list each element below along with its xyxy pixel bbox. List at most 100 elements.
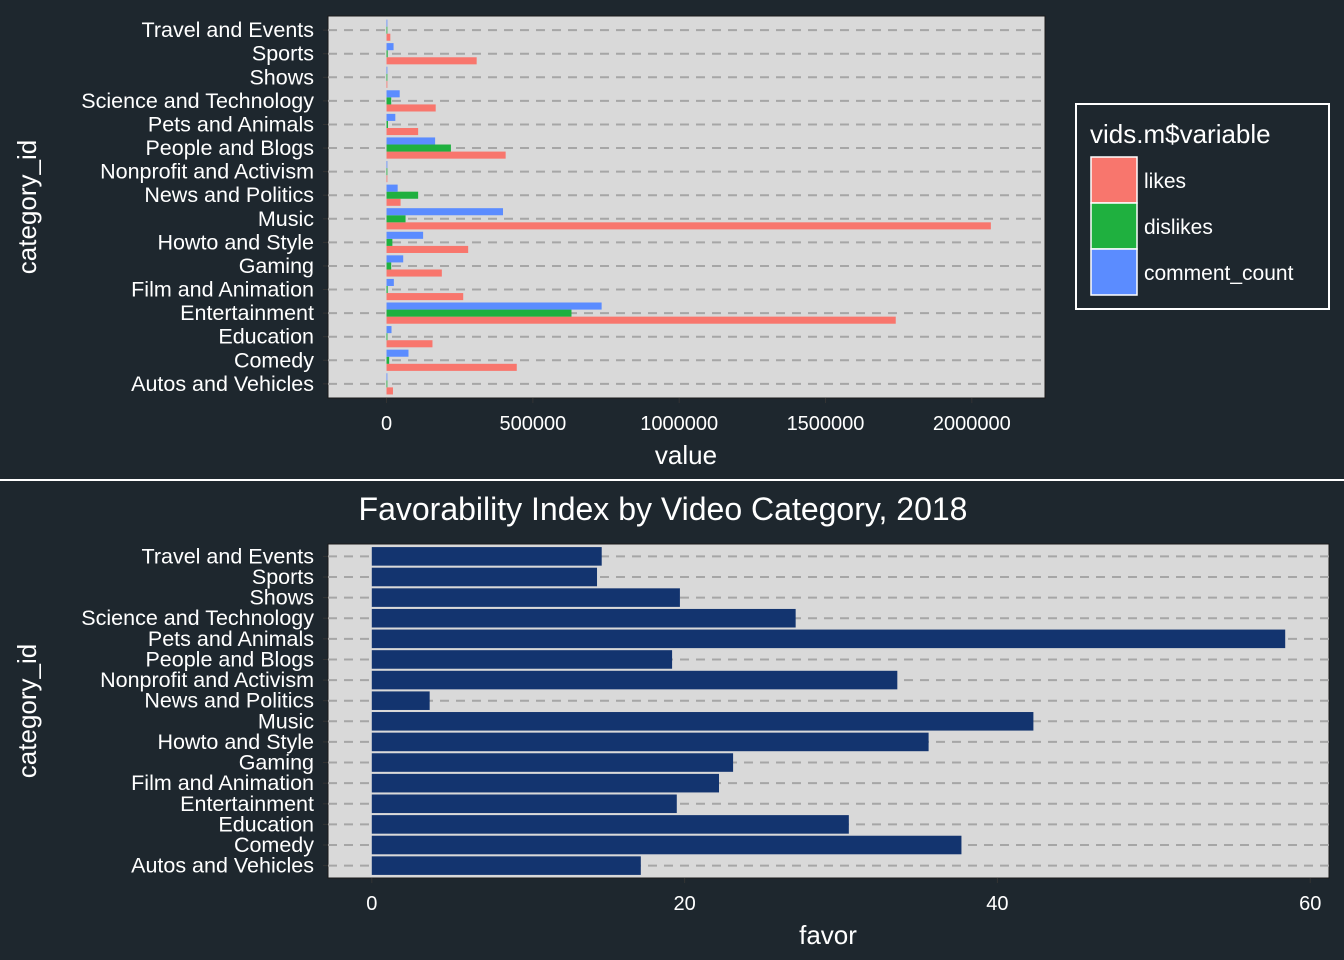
chart-1-x-tick-label: 500000 — [499, 413, 566, 435]
chart-1-y-tick-label-sports: Sports — [252, 42, 314, 66]
chart-2-y-tick-label-news-and-politics: News and Politics — [144, 689, 314, 713]
chart-1-y-tick-label-film-and-animation: Film and Animation — [131, 278, 314, 302]
chart-1-bar-likes-pets-and-animals — [386, 128, 419, 136]
chart-1-bar-comment-count-science-and-technology — [386, 90, 400, 98]
chart-1-bar-comment-count-travel-and-events — [386, 19, 388, 27]
chart-2-y-axis-label: category_id — [12, 644, 42, 778]
chart-1-bar-likes-nonprofit-and-activism — [386, 175, 388, 183]
chart-1-legend: vids.m$variable likes dislikes comment_c… — [1075, 103, 1330, 310]
chart-1-bar-dislikes-science-and-technology — [386, 97, 392, 105]
chart-2-bar-comedy — [371, 835, 962, 855]
chart-2-title: Favorability Index by Video Category, 20… — [359, 491, 968, 527]
chart-1-x-tick-label: 1500000 — [787, 413, 865, 435]
chart-1-y-tick-label-news-and-politics: News and Politics — [144, 183, 314, 207]
chart-1-bar-dislikes-nonprofit-and-activism — [386, 168, 388, 176]
chart-2-y-tick-label-shows: Shows — [249, 586, 314, 610]
chart-2-bar-entertainment — [371, 794, 677, 814]
chart-1-bar-likes-news-and-politics — [386, 198, 401, 206]
legend-key-dislikes — [1090, 202, 1138, 250]
chart-2-bar-people-and-blogs — [371, 650, 673, 669]
legend-box — [1075, 103, 1330, 310]
chart-1-bar-dislikes-people-and-blogs — [386, 144, 451, 152]
chart-1-bar-dislikes-travel-and-events — [386, 26, 388, 34]
chart-2-bar-music — [371, 712, 1034, 731]
chart-2-bar-news-and-politics — [371, 691, 430, 710]
chart-2-y-tick-label-gaming: Gaming — [239, 751, 314, 775]
chart-1-bar-dislikes-autos-and-vehicles — [386, 380, 388, 388]
chart-1-bar-likes-travel-and-events — [386, 33, 391, 41]
chart-2-x-tick-label: 20 — [673, 893, 695, 915]
chart-2-y-tick-label-people-and-blogs: People and Blogs — [145, 647, 314, 671]
chart-1-bar-comment-count-pets-and-animals — [386, 113, 396, 121]
chart-1-bar-dislikes-film-and-animation — [386, 285, 388, 294]
chart-2-bar-travel-and-events — [371, 547, 602, 566]
legend-label-comment-count: comment_count — [1144, 262, 1294, 285]
chart-1-bar-comment-count-comedy — [386, 349, 409, 357]
chart-1-x-axis-label: value — [655, 440, 717, 470]
chart-1-bars — [386, 19, 991, 395]
chart-1-y-tick-label-shows: Shows — [249, 65, 314, 89]
chart-2-bars — [371, 547, 1286, 875]
chart-2-bar-sports — [371, 567, 598, 587]
legend-label-likes: likes — [1144, 170, 1186, 193]
chart-2-y-tick-label-comedy: Comedy — [234, 833, 314, 857]
chart-1-bar-likes-comedy — [386, 363, 517, 371]
chart-2-y-tick-label-film-and-animation: Film and Animation — [131, 771, 314, 795]
chart-1-bar-dislikes-sports — [386, 50, 388, 58]
chart-1-bar-dislikes-education — [386, 333, 388, 341]
chart-1-bar-likes-science-and-technology — [386, 104, 436, 112]
chart-1-y-tick-label-science-and-technology: Science and Technology — [81, 89, 314, 113]
chart-1-bar-likes-entertainment — [386, 316, 896, 324]
chart-2-y-tick-label-nonprofit-and-activism: Nonprofit and Activism — [100, 668, 314, 692]
chart-1-y-tick-label-autos-and-vehicles: Autos and Vehicles — [131, 372, 314, 396]
chart-1-bar-comment-count-howto-and-style — [386, 231, 424, 239]
chart-1-bar-comment-count-film-and-animation — [386, 278, 394, 286]
chart-2-x-tick-label: 60 — [1299, 893, 1321, 915]
chart-1-y-tick-label-gaming: Gaming — [239, 254, 314, 278]
chart-1-bar-likes-film-and-animation — [386, 293, 464, 301]
chart-1-bar-comment-count-autos-and-vehicles — [386, 373, 388, 381]
chart-1: Autos and VehiclesComedyEducationEnterta… — [12, 15, 1330, 470]
chart-2-bar-autos-and-vehicles — [371, 856, 641, 875]
chart-1-bar-dislikes-howto-and-style — [386, 238, 393, 246]
chart-1-y-tick-label-howto-and-style: Howto and Style — [157, 230, 314, 254]
legend-key-comment-count — [1090, 248, 1138, 296]
chart-1-y-tick-label-music: Music — [258, 207, 314, 231]
chart-1-x-tick-label: 2000000 — [933, 413, 1011, 435]
chart-1-y-tick-label-nonprofit-and-activism: Nonprofit and Activism — [100, 160, 314, 184]
chart-1-x-tick-label: 1000000 — [640, 413, 718, 435]
chart-2-y-tick-label-autos-and-vehicles: Autos and Vehicles — [131, 854, 314, 878]
chart-2-y-tick-label-howto-and-style: Howto and Style — [157, 730, 314, 754]
chart-2-y-tick-label-music: Music — [258, 709, 314, 733]
chart-1-y-tick-label-travel-and-events: Travel and Events — [142, 18, 314, 42]
chart-1-bar-likes-shows — [386, 80, 388, 88]
chart-1-bar-comment-count-nonprofit-and-activism — [386, 161, 388, 169]
chart-1-y-tick-label-education: Education — [218, 325, 314, 349]
chart-2-x-tick-labels: 0 20 40 60 — [366, 878, 1321, 915]
chart-2-bar-howto-and-style — [371, 732, 929, 752]
chart-2-y-tick-label-science-and-technology: Science and Technology — [81, 606, 314, 630]
chart-1-bar-comment-count-music — [386, 208, 504, 216]
chart-2-x-tick-label: 40 — [986, 893, 1008, 915]
chart-2-y-tick-label-education: Education — [218, 812, 314, 836]
chart-1-bar-dislikes-music — [386, 215, 406, 223]
chart-2-y-tick-label-travel-and-events: Travel and Events — [142, 544, 314, 568]
chart-1-y-axis-label: category_id — [12, 140, 42, 274]
chart-1-bar-comment-count-sports — [386, 43, 394, 51]
chart-2-y-tick-labels: Autos and VehiclesComedyEducationEnterta… — [81, 544, 328, 878]
chart-1-bar-likes-autos-and-vehicles — [386, 387, 393, 395]
chart-1-bar-comment-count-shows — [386, 66, 388, 74]
legend-label-dislikes: dislikes — [1144, 216, 1213, 239]
chart-2-bar-shows — [371, 588, 680, 607]
chart-1-y-tick-label-people-and-blogs: People and Blogs — [145, 136, 314, 160]
chart-1-bar-comment-count-people-and-blogs — [386, 137, 436, 145]
legend-key-likes — [1090, 156, 1138, 204]
chart-1-bar-dislikes-shows — [386, 73, 388, 81]
chart-1-bar-dislikes-news-and-politics — [386, 191, 419, 199]
chart-2-x-tick-label: 0 — [366, 893, 377, 915]
chart-1-bar-likes-music — [386, 222, 991, 230]
chart-2: Favorability Index by Video Category, 20… — [12, 491, 1330, 950]
chart-1-plot-panel — [327, 15, 1046, 399]
chart-1-x-tick-labels: 0 500000 1000000 1500000 2000000 — [381, 398, 1011, 435]
chart-1-y-tick-labels: Autos and VehiclesComedyEducationEnterta… — [81, 18, 328, 396]
